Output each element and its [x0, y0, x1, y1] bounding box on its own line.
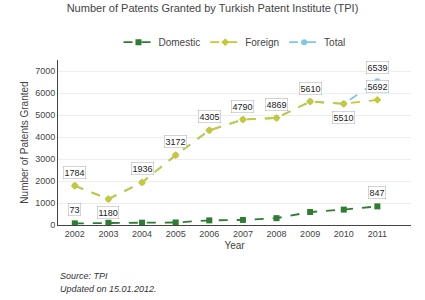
svg-text:5510: 5510: [334, 113, 354, 123]
svg-text:2009: 2009: [300, 229, 320, 239]
svg-text:847: 847: [370, 188, 385, 198]
svg-text:4790: 4790: [233, 102, 253, 112]
svg-text:2002: 2002: [65, 229, 85, 239]
svg-text:2007: 2007: [233, 229, 253, 239]
svg-text:2005: 2005: [166, 229, 186, 239]
svg-text:5692: 5692: [368, 82, 388, 92]
svg-text:Foreign: Foreign: [245, 37, 279, 48]
svg-text:5610: 5610: [301, 84, 321, 94]
svg-text:1180: 1180: [99, 208, 118, 218]
svg-text:1784: 1784: [65, 168, 85, 178]
svg-text:2004: 2004: [132, 229, 152, 239]
svg-text:2011: 2011: [368, 229, 387, 239]
svg-text:Year: Year: [224, 240, 245, 251]
svg-text:2010: 2010: [334, 229, 354, 239]
svg-text:7000: 7000: [35, 66, 55, 76]
svg-text:6539: 6539: [368, 63, 388, 73]
svg-text:1936: 1936: [133, 164, 153, 174]
svg-text:5000: 5000: [35, 110, 55, 120]
svg-text:Domestic: Domestic: [159, 37, 201, 48]
svg-text:6000: 6000: [35, 88, 55, 98]
svg-text:1000: 1000: [35, 198, 55, 208]
svg-text:3000: 3000: [35, 154, 55, 164]
svg-text:Total: Total: [324, 37, 345, 48]
svg-text:4000: 4000: [35, 132, 55, 142]
svg-text:4305: 4305: [200, 112, 220, 122]
svg-text:Source: TPI: Source: TPI: [60, 271, 108, 281]
svg-text:Updated on 15.01.2012.: Updated on 15.01.2012.: [60, 284, 157, 294]
svg-text:2006: 2006: [199, 229, 219, 239]
svg-text:2003: 2003: [98, 229, 118, 239]
svg-text:Number of Patents Granted: Number of Patents Granted: [19, 81, 30, 203]
svg-text:4869: 4869: [267, 100, 287, 110]
svg-text:0: 0: [50, 220, 55, 230]
svg-text:Number of Patents Granted by T: Number of Patents Granted by Turkish Pat…: [67, 2, 359, 14]
svg-text:73: 73: [70, 205, 80, 215]
svg-text:3172: 3172: [166, 137, 186, 147]
svg-text:2008: 2008: [267, 229, 287, 239]
svg-text:2000: 2000: [35, 176, 55, 186]
